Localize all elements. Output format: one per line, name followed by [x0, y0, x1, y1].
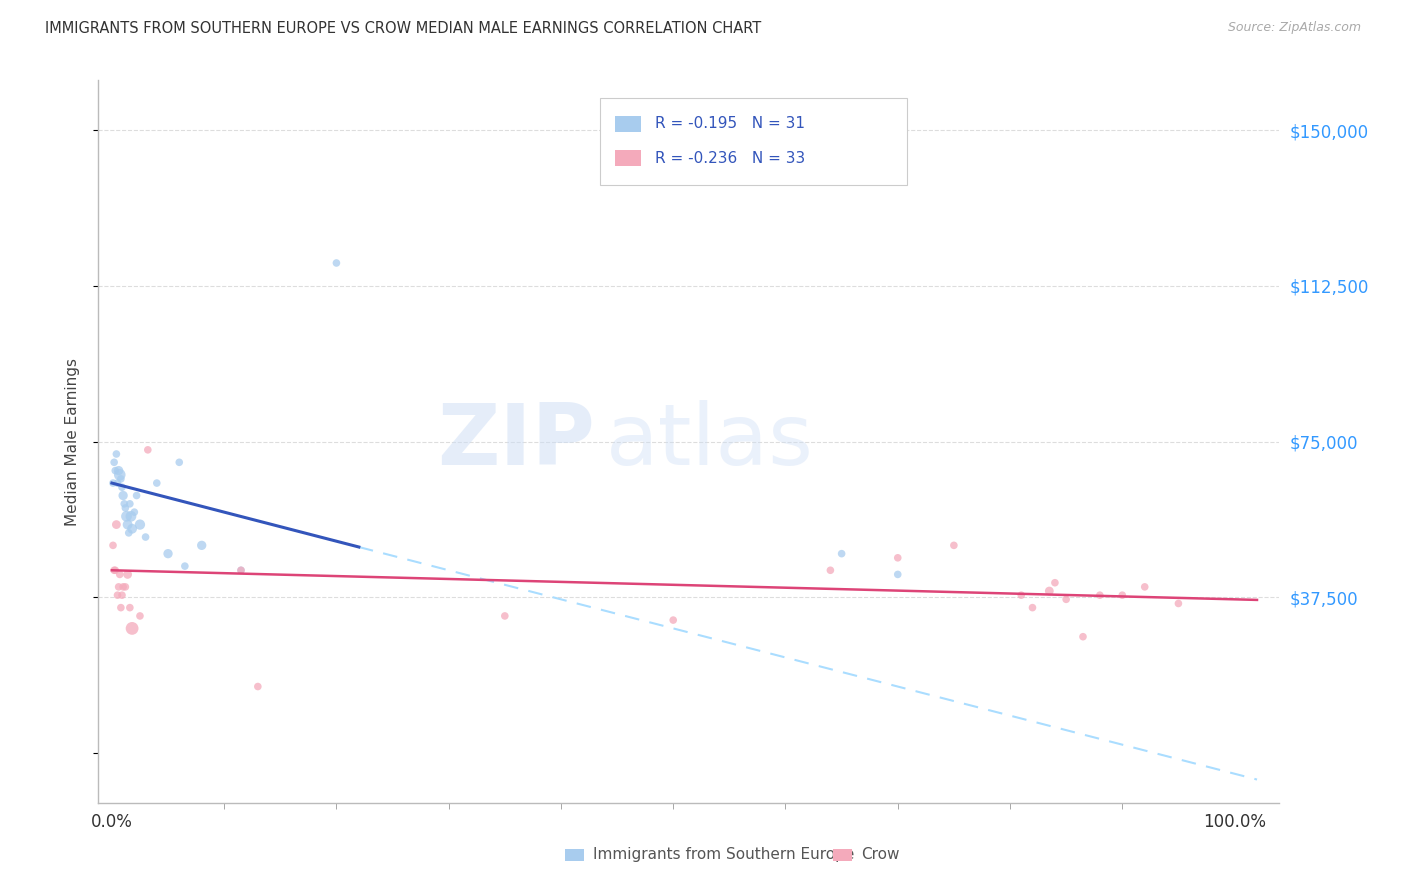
Point: [118, 600, 141, 615]
Point: [108, 467, 131, 482]
Point: [112, 580, 135, 594]
Point: [112, 489, 135, 503]
Text: ZIP: ZIP: [437, 400, 595, 483]
Point: [118, 525, 141, 540]
Text: Source: ZipAtlas.com: Source: ZipAtlas.com: [1227, 21, 1361, 35]
Point: [125, 489, 148, 503]
FancyBboxPatch shape: [600, 98, 907, 185]
Point: [105, 447, 128, 461]
Point: [820, 563, 842, 577]
Bar: [832, 849, 852, 861]
Point: [120, 509, 142, 524]
Point: [831, 547, 853, 561]
Text: Crow: Crow: [862, 847, 900, 863]
Y-axis label: Median Male Earnings: Median Male Earnings: [65, 358, 80, 525]
Point: [117, 567, 139, 582]
Point: [325, 256, 347, 270]
Point: [494, 609, 516, 624]
Point: [103, 455, 125, 469]
Point: [1071, 630, 1094, 644]
Text: R = -0.195   N = 31: R = -0.195 N = 31: [655, 116, 804, 131]
Point: [1088, 588, 1111, 602]
Text: R = -0.236   N = 33: R = -0.236 N = 33: [655, 151, 806, 166]
Point: [136, 442, 159, 457]
Point: [146, 476, 169, 491]
Point: [111, 480, 134, 494]
Point: [104, 563, 127, 577]
Point: [1054, 592, 1077, 607]
Point: [107, 580, 129, 594]
Point: [114, 500, 136, 515]
Point: [112, 497, 135, 511]
Point: [107, 464, 129, 478]
Point: [887, 550, 910, 565]
Point: [103, 563, 125, 577]
Bar: [614, 116, 641, 132]
Point: [121, 522, 143, 536]
Point: [111, 588, 134, 602]
Text: Immigrants from Southern Europe: Immigrants from Southern Europe: [593, 847, 855, 863]
Point: [135, 530, 157, 544]
Point: [1111, 588, 1133, 602]
Point: [1133, 580, 1156, 594]
Point: [229, 563, 252, 577]
Point: [1038, 584, 1060, 599]
Point: [110, 472, 132, 486]
Point: [229, 563, 252, 577]
Point: [104, 464, 127, 478]
Point: [115, 509, 138, 524]
Point: [114, 580, 136, 594]
Text: IMMIGRANTS FROM SOUTHERN EUROPE VS CROW MEDIAN MALE EARNINGS CORRELATION CHART: IMMIGRANTS FROM SOUTHERN EUROPE VS CROW …: [45, 21, 761, 37]
Point: [107, 588, 129, 602]
Point: [1010, 588, 1032, 602]
Point: [107, 476, 129, 491]
Bar: [614, 151, 641, 166]
Point: [117, 517, 139, 532]
Point: [108, 567, 131, 582]
Point: [157, 547, 180, 561]
Text: atlas: atlas: [606, 400, 814, 483]
Point: [121, 621, 143, 635]
Point: [1043, 575, 1066, 590]
Point: [124, 505, 146, 519]
Point: [190, 538, 212, 552]
Point: [942, 538, 965, 552]
Point: [129, 609, 152, 624]
Point: [173, 559, 195, 574]
Point: [167, 455, 190, 469]
Point: [1021, 600, 1043, 615]
Point: [662, 613, 685, 627]
Point: [1167, 597, 1189, 611]
Point: [101, 538, 124, 552]
Point: [118, 497, 141, 511]
Point: [101, 476, 124, 491]
Point: [246, 680, 269, 694]
Point: [110, 600, 132, 615]
Bar: [565, 849, 583, 861]
Point: [105, 517, 128, 532]
Point: [887, 567, 910, 582]
Point: [129, 517, 152, 532]
